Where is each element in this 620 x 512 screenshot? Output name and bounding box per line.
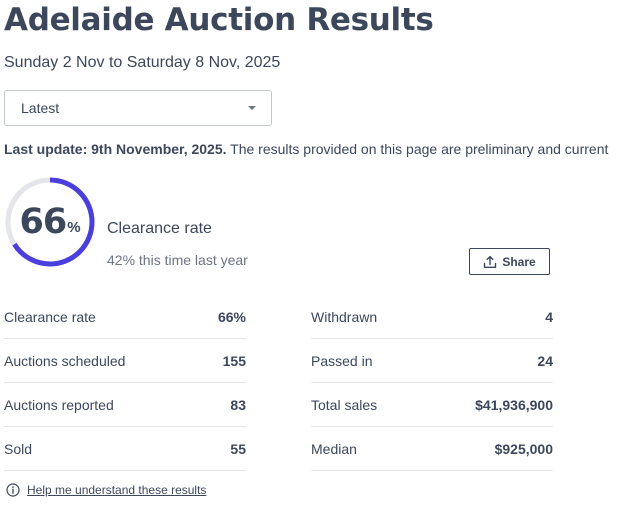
caret-down-icon <box>248 106 256 110</box>
share-button[interactable]: Share <box>469 248 550 275</box>
clearance-rate-comparison: 42% this time last year <box>107 252 248 268</box>
stat-row-auctions-scheduled: Auctions scheduled 155 <box>4 339 246 383</box>
help-link[interactable]: Help me understand these results <box>27 483 207 497</box>
last-update-notice: Last update: 9th November, 2025. The res… <box>4 141 608 157</box>
stat-row-median: Median $925,000 <box>311 427 553 471</box>
stat-label: Passed in <box>311 352 373 369</box>
stat-value: 4 <box>545 308 553 325</box>
page-title: Adelaide Auction Results <box>4 2 434 38</box>
stat-row-auctions-reported: Auctions reported 83 <box>4 383 246 427</box>
stat-row-passed-in: Passed in 24 <box>311 339 553 383</box>
stat-label: Auctions scheduled <box>4 352 126 369</box>
share-upload-icon <box>484 255 497 268</box>
stat-value: $925,000 <box>494 440 553 457</box>
last-update-label: Last update: 9th November, 2025. <box>4 141 227 157</box>
last-update-text: The results provided on this page are pr… <box>230 141 609 157</box>
stat-label: Auctions reported <box>4 396 114 413</box>
clearance-gauge <box>5 177 95 267</box>
stat-value: 83 <box>230 396 246 413</box>
stat-label: Withdrawn <box>311 308 378 325</box>
clearance-rate-label: Clearance rate <box>107 220 212 237</box>
period-select[interactable]: Latest <box>4 90 272 126</box>
gauge-number: 66 <box>19 202 67 242</box>
stat-value: 66% <box>217 308 246 325</box>
stat-value: $41,936,900 <box>475 396 553 413</box>
stat-row-total-sales: Total sales $41,936,900 <box>311 383 553 427</box>
stat-label: Total sales <box>311 396 378 413</box>
stats-left: Clearance rate 66% Auctions scheduled 15… <box>4 295 246 471</box>
stat-label: Median <box>311 440 357 457</box>
share-label: Share <box>502 254 536 269</box>
stat-row-clearance-rate: Clearance rate 66% <box>4 295 246 339</box>
info-icon <box>6 483 20 497</box>
date-range: Sunday 2 Nov to Saturday 8 Nov, 2025 <box>4 54 281 71</box>
stat-label: Sold <box>4 440 33 457</box>
stats-right: Withdrawn 4 Passed in 24 Total sales $41… <box>311 295 553 471</box>
stat-value: 155 <box>222 352 246 369</box>
stat-value: 55 <box>230 440 246 457</box>
stat-value: 24 <box>537 352 553 369</box>
stat-row-sold: Sold 55 <box>4 427 246 471</box>
help-section: Help me understand these results <box>6 483 206 497</box>
stat-label: Clearance rate <box>4 308 96 325</box>
period-select-value: Latest <box>21 100 60 116</box>
gauge-fill <box>5 177 95 267</box>
gauge-unit: % <box>67 218 81 236</box>
stat-row-withdrawn: Withdrawn 4 <box>311 295 553 339</box>
gauge-value: 66 % <box>4 176 96 268</box>
